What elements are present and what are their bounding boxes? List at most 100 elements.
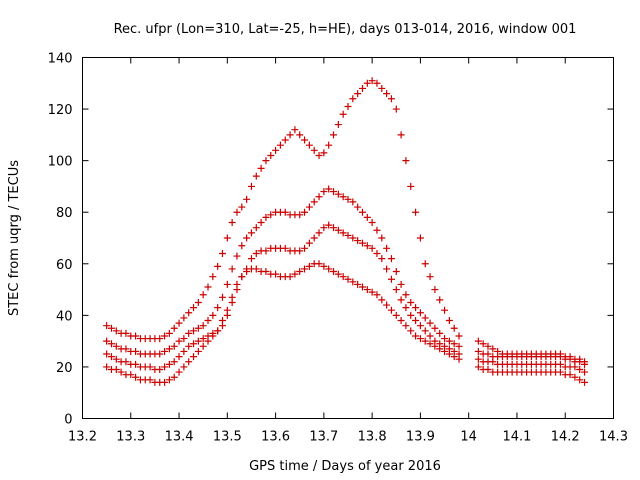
data-point-s2-49 (339, 193, 347, 201)
data-point-s3-45 (320, 149, 328, 157)
data-point-s1-11 (156, 366, 164, 374)
data-point-s1-96 (581, 368, 589, 376)
data-point-s2-54 (363, 213, 371, 221)
x-tick-label: 13.2 (68, 430, 97, 445)
data-point-s2-1 (107, 340, 115, 348)
data-point-s3-68 (431, 286, 439, 294)
data-point-s0-61 (397, 317, 405, 325)
data-point-s2-28 (238, 242, 246, 250)
data-point-s1-72 (450, 347, 458, 355)
data-point-s3-21 (204, 283, 212, 291)
data-point-s2-63 (407, 298, 415, 306)
data-point-s1-12 (161, 363, 169, 371)
data-point-s2-62 (402, 291, 410, 299)
data-point-s3-41 (301, 136, 309, 144)
data-point-s3-28 (238, 203, 246, 211)
data-point-s1-74 (474, 355, 482, 363)
data-point-s1-65 (416, 322, 424, 330)
data-point-s3-6 (132, 332, 140, 340)
data-point-s2-52 (354, 203, 362, 211)
data-point-s3-42 (305, 141, 313, 149)
data-point-s3-47 (330, 131, 338, 139)
data-point-s1-59 (387, 275, 395, 283)
data-point-s1-70 (441, 342, 449, 350)
data-point-s3-71 (445, 317, 453, 325)
x-tick-label: 13.3 (116, 430, 145, 445)
data-point-s1-50 (344, 231, 352, 239)
data-point-s0-67 (426, 340, 434, 348)
data-point-s3-70 (441, 306, 449, 314)
data-point-s1-95 (576, 366, 584, 374)
data-point-s2-59 (387, 255, 395, 263)
data-point-s3-48 (334, 121, 342, 129)
data-point-s2-30 (247, 229, 255, 237)
data-point-s2-12 (161, 347, 169, 355)
data-point-s2-21 (204, 317, 212, 325)
data-point-s3-77 (489, 345, 497, 353)
data-point-s1-29 (243, 265, 251, 273)
data-point-s1-33 (262, 247, 270, 255)
data-point-s3-46 (325, 141, 333, 149)
data-point-s3-56 (373, 79, 381, 87)
data-point-s2-15 (175, 337, 183, 345)
data-point-s0-40 (296, 268, 304, 276)
axes: 13.2 13.3 13.4 13.5 13.6 13.7 13.8 13.9 14 14.1 14… (48, 52, 628, 445)
data-point-s1-6 (132, 360, 140, 368)
data-point-s2-11 (156, 350, 164, 358)
data-point-s0-59 (387, 306, 395, 314)
data-point-s0-47 (330, 268, 338, 276)
data-point-s2-32 (257, 219, 265, 227)
data-point-s0-12 (161, 378, 169, 386)
data-point-s1-69 (436, 340, 444, 348)
data-point-s1-20 (199, 335, 207, 343)
data-point-s1-23 (214, 327, 222, 335)
y-tick-label: 80 (56, 206, 73, 221)
data-point-s1-43 (310, 234, 318, 242)
data-point-s0-66 (421, 337, 429, 345)
data-point-s3-72 (450, 324, 458, 332)
data-point-s3-73 (455, 332, 463, 340)
data-point-s0-5 (127, 371, 135, 379)
data-point-s0-16 (180, 363, 188, 371)
data-point-s1-48 (334, 226, 342, 234)
data-point-s3-37 (281, 136, 289, 144)
data-point-s1-62 (402, 304, 410, 312)
data-point-s0-38 (286, 273, 294, 281)
data-point-s3-15 (175, 319, 183, 327)
data-point-s2-61 (397, 280, 405, 288)
data-point-s0-95 (576, 376, 584, 384)
data-point-s1-19 (194, 337, 202, 345)
data-point-s0-14 (170, 373, 178, 381)
data-point-s3-33 (262, 157, 270, 165)
data-point-s2-66 (421, 314, 429, 322)
data-point-s1-24 (218, 322, 226, 330)
data-point-s2-6 (132, 347, 140, 355)
data-point-s0-13 (165, 376, 173, 384)
data-point-s1-1 (107, 353, 115, 361)
data-point-s1-15 (175, 353, 183, 361)
y-tick-label: 0 (64, 413, 72, 428)
data-point-s2-58 (383, 244, 391, 252)
data-point-s3-53 (358, 84, 366, 92)
data-point-s3-91 (556, 350, 564, 358)
data-point-s2-4 (122, 345, 130, 353)
data-point-s3-63 (407, 182, 415, 190)
data-point-s1-13 (165, 360, 173, 368)
data-point-s3-31 (252, 172, 260, 180)
x-axis-title: GPS time / Days of year 2016 (249, 459, 441, 474)
data-point-s0-54 (363, 286, 371, 294)
y-tick-label: 100 (48, 155, 73, 170)
data-point-s0-3 (117, 368, 125, 376)
data-point-s2-31 (252, 224, 260, 232)
data-point-s0-15 (175, 368, 183, 376)
y-tick-label: 60 (56, 258, 73, 273)
data-point-s2-45 (320, 188, 328, 196)
data-point-s1-68 (431, 337, 439, 345)
data-point-s0-31 (252, 265, 260, 273)
data-point-s0-76 (484, 366, 492, 374)
data-point-s2-46 (325, 185, 333, 193)
data-point-s0-39 (291, 270, 299, 278)
data-point-s3-95 (576, 355, 584, 363)
data-point-s2-68 (431, 324, 439, 332)
